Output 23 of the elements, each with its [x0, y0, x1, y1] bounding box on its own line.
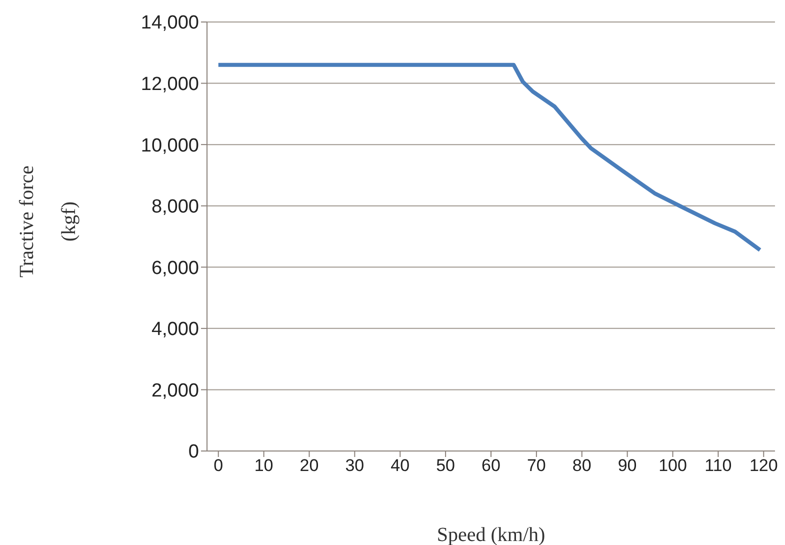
x-tick-label: 40 [390, 456, 410, 476]
x-tick-label: 0 [214, 456, 224, 476]
x-tick-label: 50 [436, 456, 456, 476]
x-tick-label: 80 [572, 456, 592, 476]
x-axis-title: Speed (km/h) [436, 524, 546, 545]
x-tick-label: 90 [618, 456, 637, 476]
y-tick-label: 6,000 [151, 258, 199, 279]
y-tick-label: 12,000 [140, 74, 199, 96]
y-tick-label: 10,000 [140, 135, 199, 156]
x-tick-label: 20 [300, 456, 319, 476]
y-axis-title: Tractive force (kgf) [16, 165, 80, 278]
line-series [216, 62, 762, 252]
x-tick-label: 120 [749, 456, 778, 476]
x-tick-label: 30 [345, 456, 364, 476]
x-tick-label: 60 [482, 456, 500, 476]
x-tick-label: 10 [254, 456, 274, 476]
y-tick-label: 8,000 [151, 196, 199, 218]
y-tick-label: 2,000 [151, 380, 199, 402]
y-tick-label: 14,000 [140, 12, 199, 34]
x-tick-label: 110 [704, 456, 732, 476]
x-tick-label: 70 [526, 456, 546, 476]
x-tick-label: 100 [658, 456, 687, 476]
y-tick-label: 4,000 [151, 319, 199, 340]
